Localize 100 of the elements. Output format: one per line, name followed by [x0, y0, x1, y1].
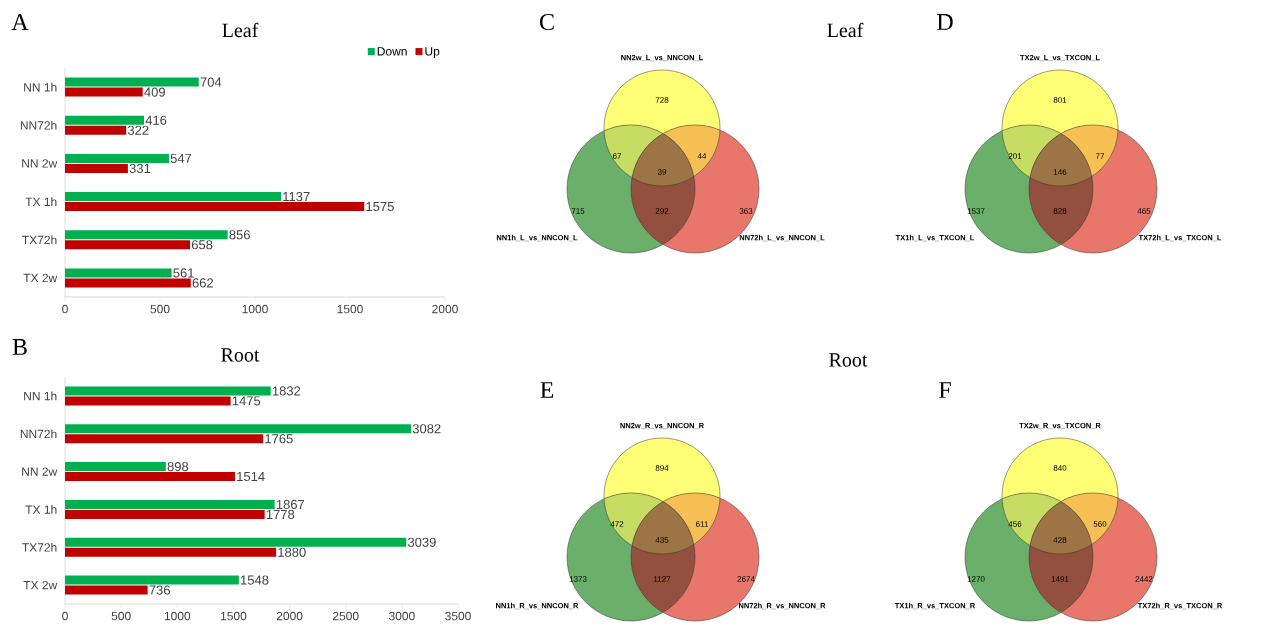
text: 456 — [1008, 521, 1022, 527]
text: 146 — [1053, 169, 1067, 175]
chart-title: Root — [221, 348, 260, 362]
text: 77 — [1095, 153, 1105, 159]
data-label: 704 — [200, 77, 222, 87]
data-label: 416 — [145, 115, 167, 125]
text: E — [540, 382, 554, 398]
data-label: 1475 — [232, 396, 261, 406]
bar — [65, 424, 412, 434]
bar — [65, 434, 264, 444]
data-label: 1778 — [266, 509, 295, 519]
bar — [65, 509, 265, 519]
y-tick-label: TX 1h — [25, 197, 57, 206]
text: A — [11, 14, 29, 30]
text: Root — [829, 353, 868, 367]
x-tick-label: 500 — [111, 611, 131, 621]
y-tick-label: NN72h — [20, 429, 57, 439]
text: 67 — [612, 153, 622, 159]
y-tick-label: NN 1h — [24, 391, 57, 401]
text: Leaf — [827, 22, 864, 38]
bar — [65, 77, 199, 87]
text: 894 — [655, 465, 669, 471]
text: 363 — [739, 208, 753, 214]
x-tick-label: 1500 — [221, 611, 247, 621]
text: 292 — [655, 208, 669, 214]
y-tick-label: NN 1h — [24, 82, 57, 92]
text: B — [12, 339, 27, 355]
bar — [65, 472, 236, 482]
text: 840 — [1053, 465, 1067, 471]
text: 611 — [696, 521, 708, 527]
text: 560 — [1093, 521, 1107, 527]
bar — [65, 202, 365, 212]
text: 2442 — [1135, 576, 1153, 582]
bar — [65, 268, 172, 278]
text: 1373 — [569, 576, 587, 582]
x-tick-label: 1500 — [337, 304, 363, 314]
text: 801 — [1053, 97, 1067, 103]
data-label: 322 — [127, 125, 149, 135]
text: 1270 — [967, 576, 985, 582]
bar — [65, 163, 128, 173]
text: 39 — [657, 169, 667, 175]
x-tick-label: 0 — [62, 611, 68, 621]
legend-label: Down — [377, 47, 407, 56]
data-label: 1575 — [366, 202, 394, 212]
x-tick-label: 1000 — [242, 304, 268, 314]
legend-label: Up — [425, 47, 440, 58]
x-tick-label: 3000 — [388, 611, 415, 621]
data-label: 736 — [149, 585, 170, 595]
text: 465 — [1137, 208, 1151, 214]
x-tick-label: 2000 — [432, 304, 458, 314]
y-tick-label: NN72h — [20, 120, 57, 130]
text: 828 — [1053, 208, 1067, 214]
data-label: 3039 — [407, 537, 436, 547]
data-label: 898 — [167, 461, 189, 472]
data-label: 662 — [192, 278, 214, 288]
data-label: 1880 — [278, 547, 306, 557]
x-tick-label: 2500 — [332, 611, 359, 621]
text: 472 — [610, 521, 624, 527]
bar — [65, 386, 271, 396]
data-label: 409 — [144, 87, 165, 97]
text: 715 — [571, 208, 585, 214]
bar — [65, 585, 148, 595]
x-tick-label: 2000 — [276, 611, 303, 621]
data-label: 658 — [191, 240, 213, 250]
data-label: 3082 — [412, 424, 441, 434]
data-label: 561 — [173, 268, 194, 278]
chart-title: Leaf — [222, 22, 259, 38]
text: 44 — [697, 153, 707, 159]
data-label: 1548 — [241, 575, 269, 585]
text: 1537 — [967, 208, 985, 214]
bar — [65, 278, 191, 288]
text: 428 — [1053, 537, 1067, 543]
bar — [65, 462, 166, 472]
bar — [65, 230, 228, 240]
y-tick-label: TX 1h — [25, 505, 57, 514]
text: 2674 — [737, 576, 755, 582]
text: 201 — [1008, 153, 1022, 159]
text: 1127 — [654, 576, 671, 582]
data-label: 331 — [129, 163, 151, 174]
bar — [65, 87, 143, 97]
data-label: 547 — [170, 153, 192, 163]
x-tick-label: 3500 — [445, 611, 471, 621]
bar — [65, 153, 169, 163]
bar — [65, 192, 282, 202]
text: D — [937, 14, 953, 30]
y-tick-label: TX72h — [22, 235, 57, 245]
data-label: 1832 — [272, 386, 301, 396]
bar — [65, 115, 145, 125]
data-label: 856 — [229, 230, 250, 240]
y-tick-label: TX 2w — [23, 273, 58, 283]
y-tick-label: TX72h — [22, 542, 57, 552]
y-tick-label: NN 2w — [22, 467, 58, 476]
text: 728 — [655, 97, 669, 103]
data-label: 1137 — [283, 191, 310, 202]
text: C — [539, 13, 554, 31]
text: 1491 — [1051, 576, 1069, 582]
x-tick-label: 1000 — [164, 611, 191, 621]
data-label: 1514 — [237, 472, 265, 482]
y-tick-label: TX 2w — [23, 580, 58, 590]
bar — [65, 575, 239, 585]
